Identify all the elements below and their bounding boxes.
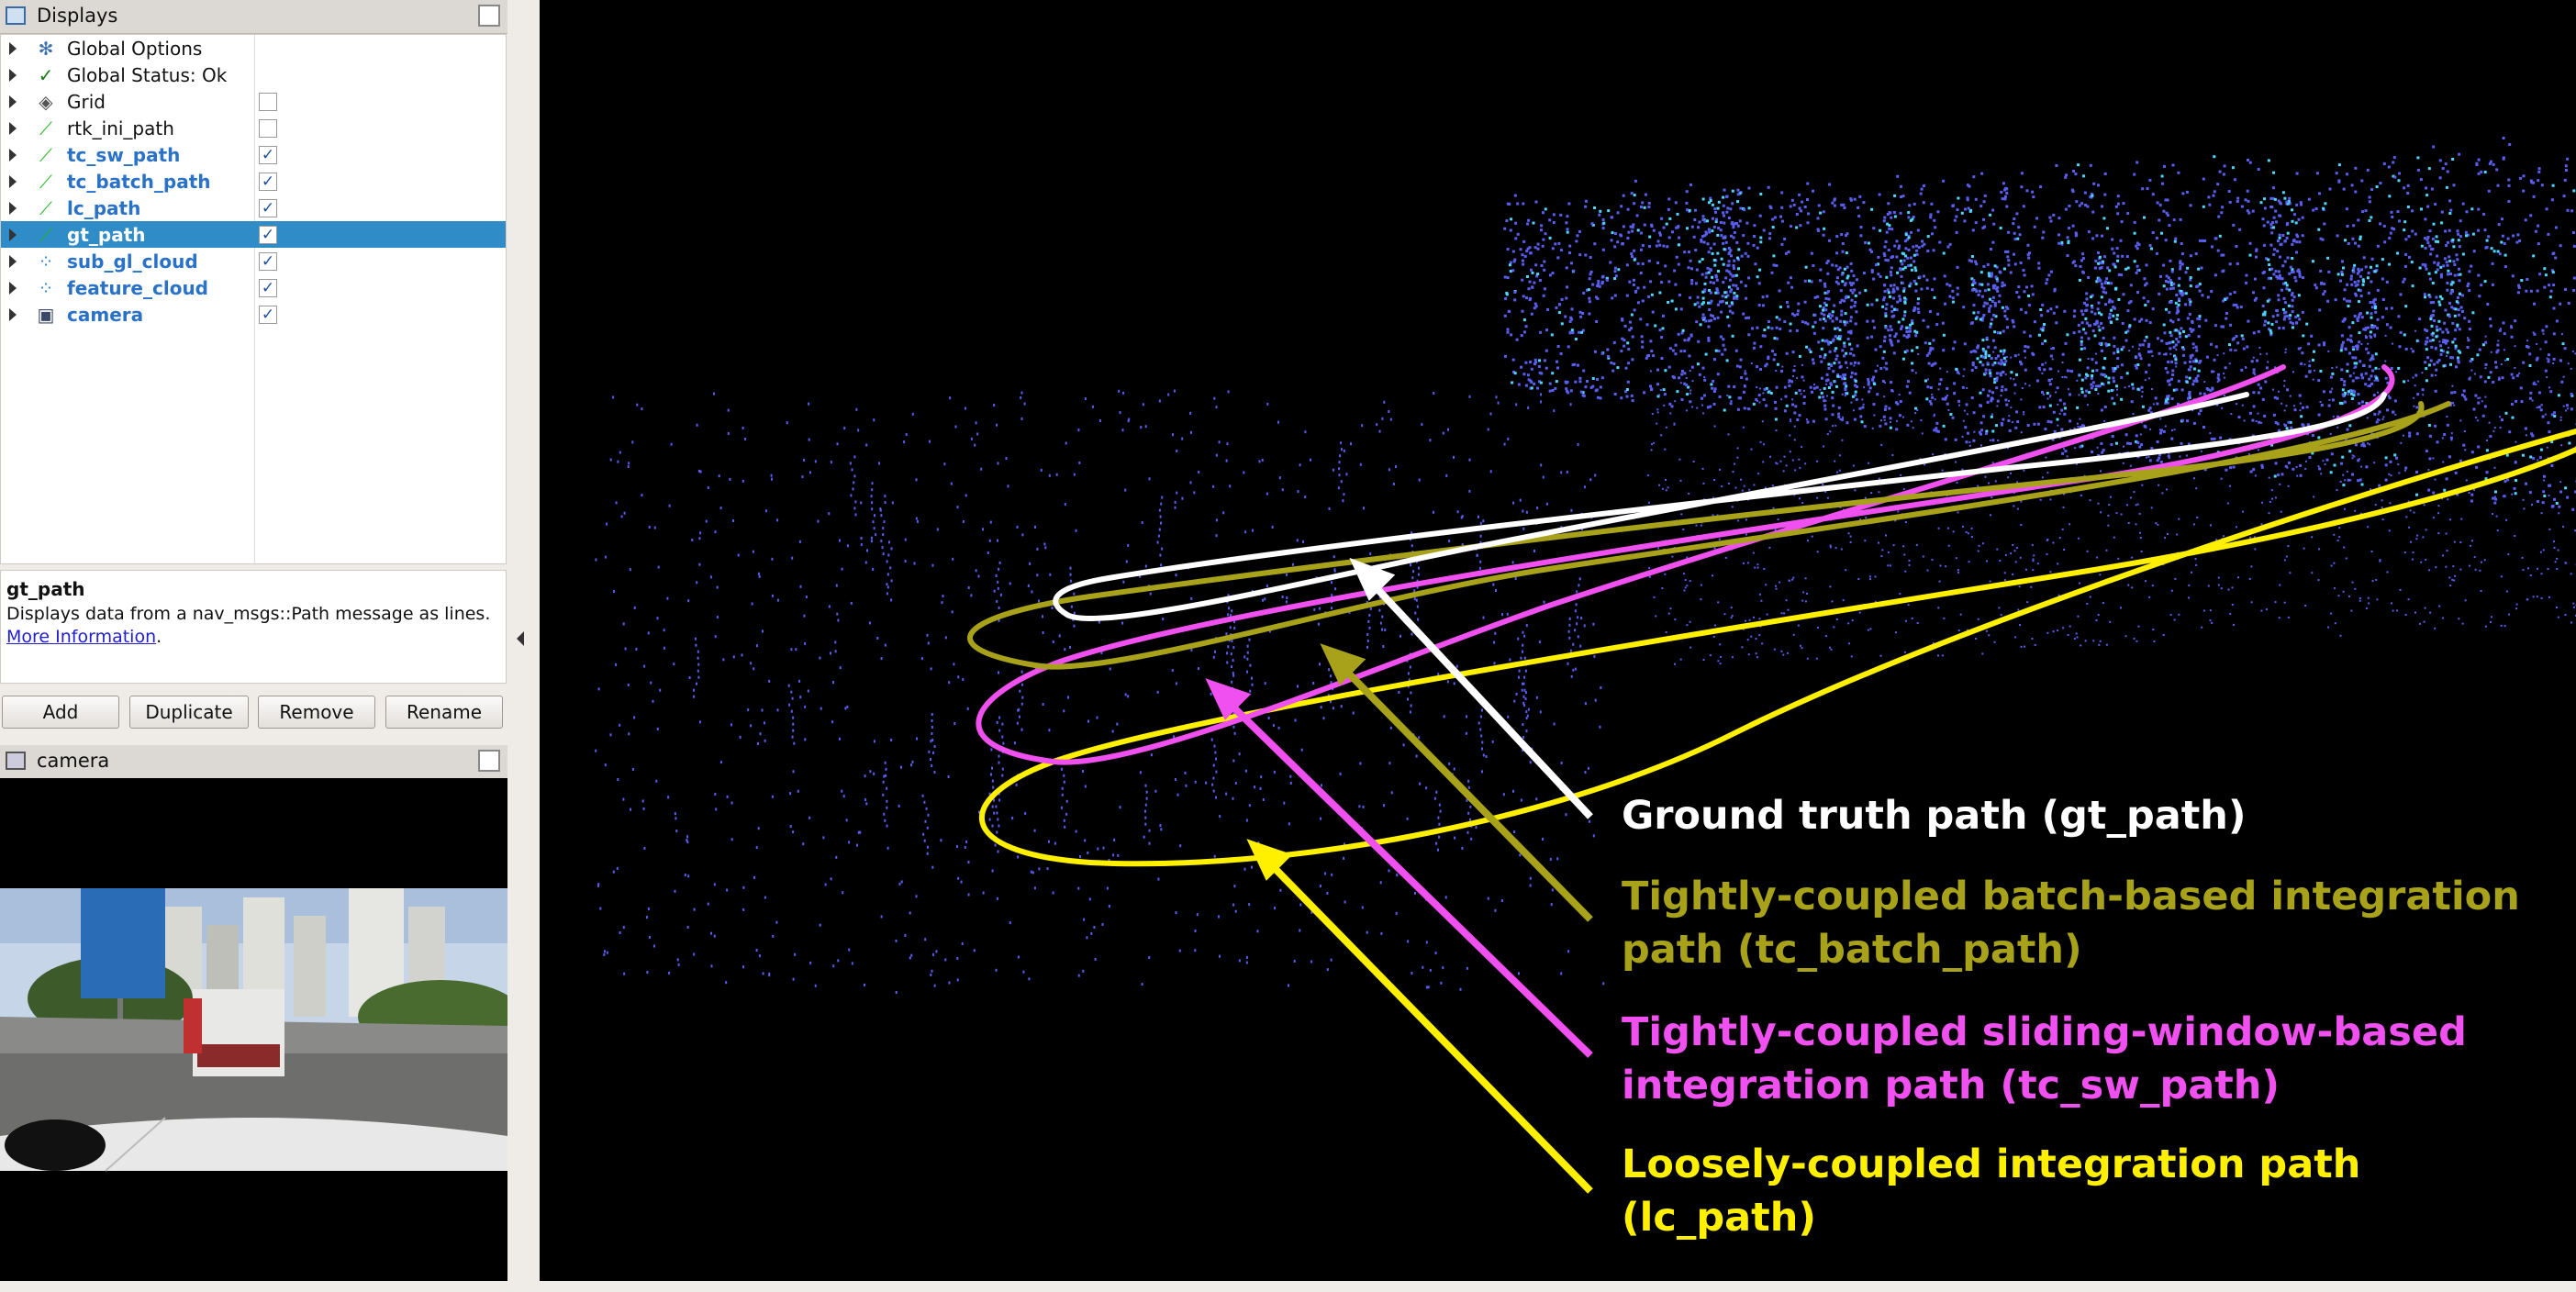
displays-title: Displays [37, 5, 117, 27]
path-icon: ⟋ [34, 144, 58, 166]
tree-row-global-status-ok[interactable]: ✓ Global Status: Ok [1, 61, 506, 88]
tree-row-lc-path[interactable]: ⟋ lc_path ✓ [1, 195, 506, 221]
tree-row-label: lc_path [67, 197, 140, 219]
tree-row-label: Grid [67, 91, 106, 113]
rename-button[interactable]: Rename [385, 696, 503, 729]
expand-arrow-icon[interactable] [9, 202, 17, 215]
checkmark-icon: ✓ [34, 64, 58, 86]
enable-checkbox[interactable]: ✓ [259, 279, 277, 297]
duplicate-button[interactable]: Duplicate [129, 696, 249, 729]
description-trail: . [156, 627, 162, 647]
enable-checkbox[interactable]: ✓ [259, 252, 277, 271]
expand-arrow-icon[interactable] [9, 282, 17, 295]
more-information-link[interactable]: More Information [6, 627, 156, 647]
tree-row-tc-batch-path[interactable]: ⟋ tc_batch_path ✓ [1, 168, 506, 195]
expand-arrow-icon[interactable] [9, 149, 17, 162]
enable-checkbox[interactable]: ✓ [259, 306, 277, 324]
displays-tree: ✻ Global Options ✓ Global Status: Ok ◈ Grid ⟋ r… [0, 34, 507, 564]
enable-checkbox[interactable]: ✓ [259, 226, 277, 244]
remove-button[interactable]: Remove [258, 696, 375, 729]
pointcloud-icon: ⁘ [34, 277, 58, 299]
tree-row-tc-sw-path[interactable]: ⟋ tc_sw_path ✓ [1, 141, 506, 168]
camera-float-button[interactable] [478, 750, 500, 772]
camera-image [0, 778, 507, 1288]
tree-row-label: camera [67, 304, 143, 326]
grid-icon: ◈ [34, 91, 58, 113]
gear-icon: ✻ [34, 38, 58, 60]
tree-row-camera[interactable]: ▣ camera ✓ [1, 301, 506, 328]
expand-arrow-icon[interactable] [9, 175, 17, 188]
enable-checkbox[interactable]: ✓ [259, 146, 277, 164]
enable-checkbox[interactable] [259, 119, 277, 138]
legend-tc-batch-line1: Tightly-coupled batch-based integration [1622, 870, 2520, 923]
camera-titlebar: camera [0, 745, 507, 779]
lc-arrow [1254, 845, 1590, 1191]
displays-icon [6, 6, 26, 25]
tree-row-label: Global Status: Ok [67, 64, 227, 86]
legend-tc-batch: Tightly-coupled batch-based integration … [1622, 870, 2520, 976]
expand-arrow-icon[interactable] [9, 308, 17, 321]
float-button[interactable] [478, 5, 500, 27]
gt-path-line [1055, 395, 2384, 618]
legend-lc: Loosely-coupled integration path (lc_pat… [1622, 1138, 2360, 1244]
tree-row-gt-path[interactable]: ⟋ gt_path ✓ [1, 221, 506, 248]
camera-view [0, 778, 507, 1288]
expand-arrow-icon[interactable] [9, 228, 17, 241]
legend-tc-sw-line1: Tightly-coupled sliding-window-based [1622, 1006, 2467, 1059]
tree-row-feature-cloud[interactable]: ⁘ feature_cloud ✓ [1, 274, 506, 301]
expand-arrow-icon[interactable] [9, 122, 17, 135]
legend-lc-line2: (lc_path) [1622, 1191, 2360, 1244]
legend-tc-batch-line2: path (tc_batch_path) [1622, 923, 2520, 976]
tree-row-global-options[interactable]: ✻ Global Options [1, 35, 506, 61]
expand-arrow-icon[interactable] [9, 42, 17, 55]
legend-gt: Ground truth path (gt_path) [1622, 789, 2247, 842]
collapse-arrow-icon[interactable] [507, 0, 540, 1288]
tree-row-label: rtk_ini_path [67, 117, 174, 139]
legend-tc-sw-line2: integration path (tc_sw_path) [1622, 1059, 2467, 1112]
tree-row-label: tc_sw_path [67, 144, 180, 166]
tree-row-label: Global Options [67, 38, 202, 60]
tree-row-label: sub_gl_cloud [67, 251, 198, 273]
bottom-strip [0, 1281, 2576, 1288]
legend-gt-text: Ground truth path (gt_path) [1622, 793, 2247, 839]
expand-arrow-icon[interactable] [9, 69, 17, 82]
camera-icon [6, 752, 26, 770]
legend-tc-sw: Tightly-coupled sliding-window-based int… [1622, 1006, 2467, 1112]
description-title: gt_path [6, 578, 85, 600]
enable-checkbox[interactable]: ✓ [259, 173, 277, 191]
path-icon: ⟋ [34, 224, 58, 246]
expand-arrow-icon[interactable] [9, 255, 17, 268]
legend-lc-line1: Loosely-coupled integration path [1622, 1138, 2360, 1191]
camera-icon: ▣ [34, 304, 58, 326]
description-body: Displays data from a nav_msgs::Path mess… [6, 604, 490, 624]
tree-row-sub-gl-cloud[interactable]: ⁘ sub_gl_cloud ✓ [1, 248, 506, 274]
expand-arrow-icon[interactable] [9, 95, 17, 108]
tree-row-label: tc_batch_path [67, 171, 211, 193]
tree-row-rtk-ini-path[interactable]: ⟋ rtk_ini_path [1, 115, 506, 141]
tc-batch-arrow [1327, 650, 1590, 919]
pointcloud-icon: ⁘ [34, 251, 58, 273]
enable-checkbox[interactable]: ✓ [259, 199, 277, 217]
tree-row-label: feature_cloud [67, 277, 208, 299]
splitter[interactable] [507, 0, 540, 1288]
render-view[interactable]: Ground truth path (gt_path) Tightly-coup… [540, 0, 2576, 1281]
enable-checkbox[interactable] [259, 93, 277, 111]
tree-row-grid[interactable]: ◈ Grid [1, 88, 506, 115]
path-icon: ⟋ [34, 117, 58, 139]
description-text: Displays data from a nav_msgs::Path mess… [6, 603, 502, 649]
tree-row-label: gt_path [67, 224, 146, 246]
add-button[interactable]: Add [2, 696, 119, 729]
camera-title: camera [37, 750, 109, 772]
path-icon: ⟋ [34, 171, 58, 193]
displays-titlebar: Displays [0, 0, 507, 34]
description-panel: gt_path Displays data from a nav_msgs::P… [0, 570, 507, 684]
path-icon: ⟋ [34, 197, 58, 219]
left-panel: Displays ✻ Global Options ✓ Global Status: … [0, 0, 507, 1288]
